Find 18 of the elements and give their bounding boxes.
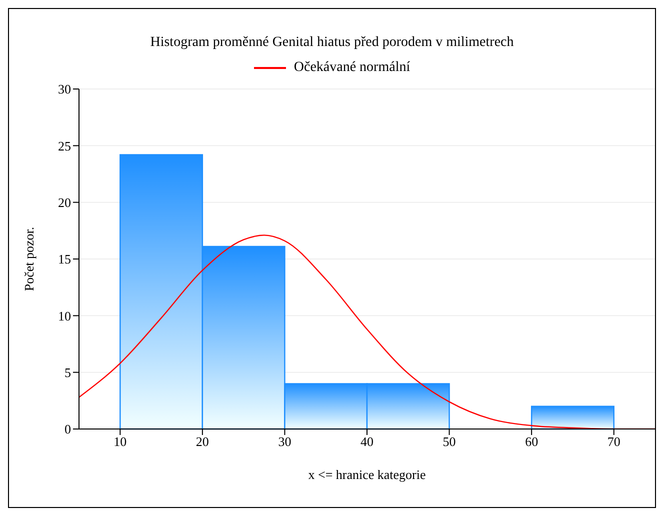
y-axis-title: Počet pozor.: [22, 226, 37, 292]
y-tick-label: 10: [58, 308, 71, 324]
x-axis-title: x <= hranice kategorie: [308, 467, 426, 482]
y-tick-label: 5: [64, 364, 71, 380]
x-tick-label: 10: [114, 434, 127, 450]
y-tick-label: 15: [58, 252, 71, 267]
x-tick-label: 30: [278, 434, 292, 450]
x-tick-label: 60: [525, 434, 538, 450]
x-tick-label: 40: [360, 434, 374, 450]
chart-title: Histogram proměnné Genital hiatus před porodem v milimetrech: [149, 34, 515, 52]
y-tick-label: 20: [58, 194, 71, 210]
y-tick-label: 30: [58, 82, 71, 97]
x-tick-label: 70: [607, 434, 620, 450]
legend-label: Očekávané normální: [294, 60, 410, 76]
x-tick-label: 20: [196, 434, 209, 450]
x-tick-label: 50: [442, 434, 456, 450]
y-tick-label: 0: [64, 422, 71, 437]
y-tick-label: 25: [58, 138, 71, 154]
